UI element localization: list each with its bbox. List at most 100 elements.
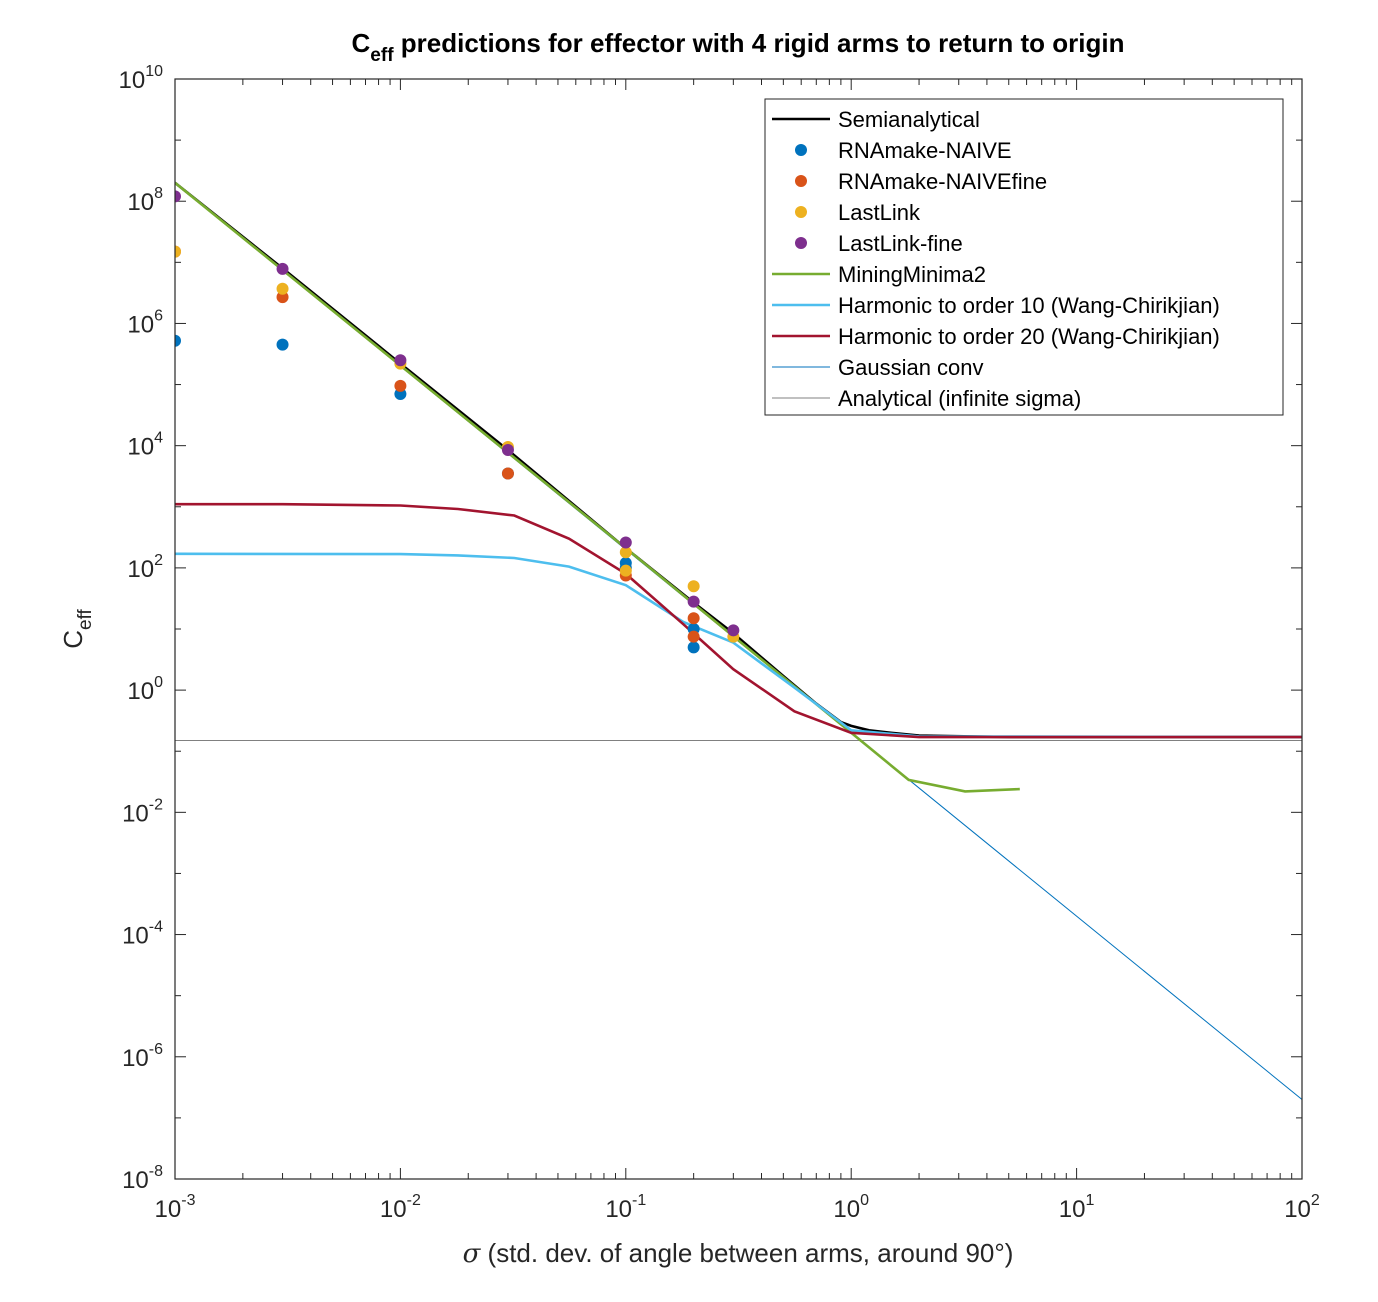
point-rnamake-naive xyxy=(276,338,289,351)
y-tick-exp: -2 xyxy=(149,796,163,813)
y-tick-label: 10-2 xyxy=(122,796,163,827)
point-lastlink-fine xyxy=(619,536,632,549)
x-tick-base: 10 xyxy=(1284,1196,1311,1223)
x-tick-label: 10-2 xyxy=(380,1192,421,1223)
x-tick-label: 10-1 xyxy=(605,1192,646,1223)
point-lastlink xyxy=(276,282,289,295)
point-lastlink-fine xyxy=(276,262,289,275)
chart-title-main: C xyxy=(352,28,371,58)
axis-ticks: 10-3 10-2 10-1 100 101 10210-810-610-410-2100… xyxy=(119,63,1320,1223)
y-axis-label-sub: eff xyxy=(75,608,96,630)
x-tick-exp: -3 xyxy=(181,1192,195,1209)
legend-label-rnamake-naivefine: RNAmake-NAIVEfine xyxy=(838,169,1047,194)
x-tick-exp: 2 xyxy=(1311,1192,1320,1209)
x-tick-base: 10 xyxy=(1059,1196,1086,1223)
y-tick-exp: -4 xyxy=(149,919,163,936)
y-tick-base: 10 xyxy=(122,800,149,827)
x-tick-exp: 1 xyxy=(1085,1192,1094,1209)
x-axis-label-symbol: σ xyxy=(463,1239,482,1269)
y-tick-exp: -8 xyxy=(149,1163,163,1180)
legend-swatch-lastlink xyxy=(795,206,807,218)
y-tick-label: 10-8 xyxy=(122,1163,163,1194)
y-tick-label: 10-4 xyxy=(122,919,163,950)
y-tick-base: 10 xyxy=(127,311,154,338)
point-rnamake-naivefine xyxy=(394,379,407,392)
legend-label-semianalytical: Semianalytical xyxy=(838,107,980,132)
point-rnamake-naivefine xyxy=(276,291,289,304)
y-tick-base: 10 xyxy=(127,556,154,583)
x-tick-base: 10 xyxy=(833,1196,860,1223)
legend-label-harmonic-to-order-20-wang-chirikjian: Harmonic to order 20 (Wang-Chirikjian) xyxy=(838,324,1220,349)
point-rnamake-naive xyxy=(687,641,700,654)
line-harmonic-to-order-10-wang-chirikjian xyxy=(175,552,1302,739)
y-tick-label: 10-6 xyxy=(122,1041,163,1072)
legend-label-rnamake-naive: RNAmake-NAIVE xyxy=(838,138,1012,163)
chart-title-sub: eff xyxy=(370,45,394,66)
y-tick-base: 10 xyxy=(122,1045,149,1072)
legend-box xyxy=(764,98,1284,416)
y-tick-exp: 8 xyxy=(154,185,163,202)
y-tick-base: 10 xyxy=(127,434,154,461)
x-tick-base: 10 xyxy=(155,1196,182,1223)
legend-label-lastlink-fine: LastLink-fine xyxy=(838,231,963,256)
chart-title: Ceff predictions for effector with 4 rig… xyxy=(352,28,1125,66)
point-lastlink xyxy=(619,564,632,577)
axes-box xyxy=(174,78,1303,1180)
point-lastlink-fine xyxy=(175,190,181,203)
legend-label-harmonic-to-order-10-wang-chirikjian: Harmonic to order 10 (Wang-Chirikjian) xyxy=(838,293,1220,318)
x-tick-base: 10 xyxy=(380,1196,407,1223)
legend-swatch-lastlink-fine xyxy=(795,237,807,249)
y-tick-exp: -6 xyxy=(149,1041,163,1058)
legend: Semianalytical RNAmake-NAIVE RNAmake-NAIVE… xyxy=(764,98,1284,416)
point-lastlink xyxy=(687,580,700,593)
y-tick-exp: 10 xyxy=(145,63,163,80)
y-tick-label: 108 xyxy=(127,185,163,216)
legend-swatch-rnamake-naive xyxy=(795,144,807,156)
point-lastlink xyxy=(619,546,632,559)
x-tick-exp: 0 xyxy=(860,1192,869,1209)
y-tick-exp: 6 xyxy=(154,307,163,324)
point-lastlink-fine xyxy=(501,443,514,456)
y-tick-base: 10 xyxy=(127,678,154,705)
y-axis-label: Ceff xyxy=(58,608,96,648)
y-tick-base: 10 xyxy=(127,189,154,216)
legend-swatch-rnamake-naivefine xyxy=(795,175,807,187)
point-lastlink xyxy=(175,245,181,258)
y-tick-label: 1010 xyxy=(119,63,164,94)
x-tick-exp: -1 xyxy=(632,1192,646,1209)
y-tick-exp: 0 xyxy=(154,674,163,691)
x-tick-label: 102 xyxy=(1284,1192,1320,1223)
point-lastlink-fine xyxy=(727,624,740,637)
legend-label-gaussian-conv: Gaussian conv xyxy=(838,355,984,380)
point-rnamake-naivefine xyxy=(687,612,700,625)
y-axis-label-main: C xyxy=(58,630,88,649)
x-axis-label-text: (std. dev. of angle between arms, around… xyxy=(480,1238,1013,1268)
legend-label-lastlink: LastLink xyxy=(838,200,921,225)
y-tick-label: 100 xyxy=(127,674,163,705)
y-tick-exp: 4 xyxy=(154,430,163,447)
chart-title-rest: predictions for effector with 4 rigid ar… xyxy=(394,28,1125,58)
legend-label-analytical-infinite-sigma: Analytical (infinite sigma) xyxy=(838,386,1081,411)
x-tick-base: 10 xyxy=(605,1196,632,1223)
x-tick-label: 100 xyxy=(833,1192,869,1223)
point-lastlink-fine xyxy=(394,354,407,367)
legend-label-miningminima2: MiningMinima2 xyxy=(838,262,986,287)
y-tick-label: 106 xyxy=(127,307,163,338)
y-tick-exp: 2 xyxy=(154,552,163,569)
y-tick-base: 10 xyxy=(119,67,146,94)
x-tick-exp: -2 xyxy=(407,1192,421,1209)
point-rnamake-naivefine xyxy=(687,630,700,643)
x-tick-label: 10-3 xyxy=(155,1192,196,1223)
series-layer xyxy=(175,181,1302,1100)
point-rnamake-naive xyxy=(175,334,181,347)
y-tick-label: 102 xyxy=(127,552,163,583)
x-tick-label: 101 xyxy=(1059,1192,1095,1223)
point-rnamake-naivefine xyxy=(501,467,514,480)
y-tick-base: 10 xyxy=(122,923,149,950)
line-miningminima2 xyxy=(175,181,1020,793)
y-tick-label: 104 xyxy=(127,430,163,461)
x-axis-label: σ (std. dev. of angle between arms, arou… xyxy=(463,1238,1014,1269)
y-tick-base: 10 xyxy=(122,1167,149,1194)
point-lastlink-fine xyxy=(687,595,700,608)
